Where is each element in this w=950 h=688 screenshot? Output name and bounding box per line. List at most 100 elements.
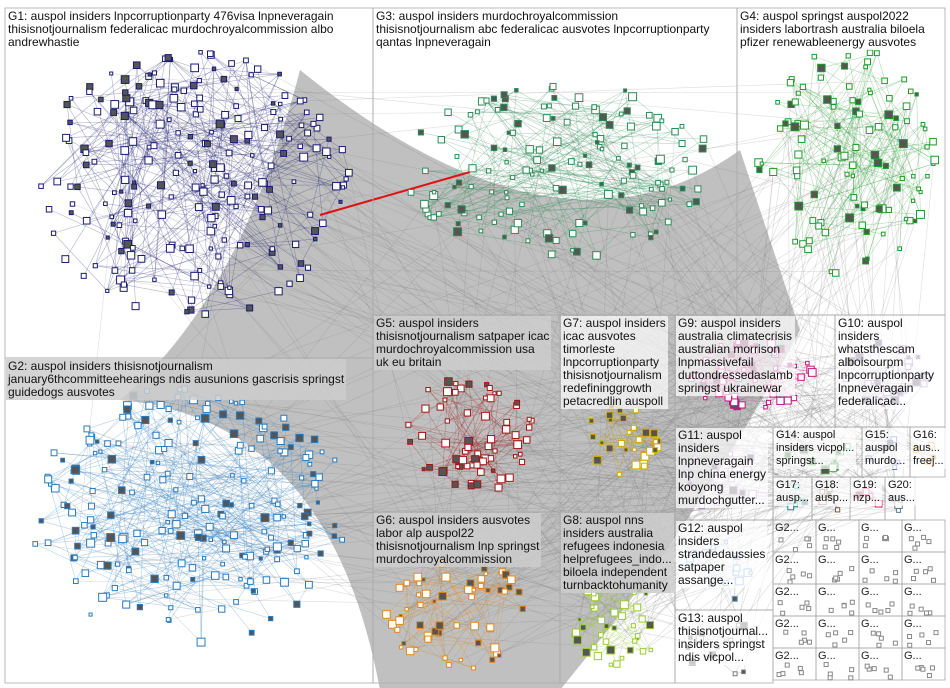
edge [94, 115, 126, 162]
edge [455, 383, 461, 467]
node [903, 216, 909, 222]
node [129, 489, 135, 496]
node [655, 179, 661, 186]
edge [577, 378, 847, 641]
node [865, 256, 870, 262]
edge [73, 557, 199, 611]
edge [798, 154, 858, 207]
edge [162, 530, 512, 581]
edge [575, 589, 640, 633]
node [86, 88, 93, 95]
edge [121, 489, 171, 532]
edge [905, 128, 926, 220]
group-label-line: whatsthescam [838, 342, 915, 356]
node [892, 124, 899, 131]
node [274, 287, 283, 296]
node [513, 440, 523, 450]
node [222, 544, 231, 553]
group-label-line: G8: auspol nns [563, 513, 644, 527]
edge [154, 59, 171, 280]
edge [220, 513, 291, 544]
edge [161, 187, 196, 215]
edge [121, 489, 335, 526]
node [63, 100, 71, 109]
edge [571, 161, 586, 224]
node [455, 464, 461, 470]
node [639, 203, 645, 209]
node [174, 152, 182, 159]
node [664, 218, 672, 226]
edge [118, 443, 211, 540]
edge [477, 111, 557, 241]
edge [203, 125, 302, 192]
edge [802, 220, 916, 245]
node [599, 181, 604, 187]
edge [279, 103, 284, 154]
edge [797, 114, 889, 124]
group-label-line: thisisnotjournalism lnp springst [376, 539, 540, 553]
node [897, 246, 902, 251]
node [552, 137, 562, 147]
node [849, 97, 856, 104]
edge [86, 119, 170, 166]
node [648, 235, 654, 241]
node [782, 120, 789, 127]
edge [47, 542, 199, 611]
node [176, 102, 186, 112]
node [777, 600, 783, 606]
group-label: G12: auspol insiders strandedaussies satpap… [676, 521, 768, 588]
node [807, 368, 817, 377]
group-label-line: ndis vicpol... [678, 650, 745, 664]
edge [397, 601, 435, 631]
edge [447, 384, 470, 422]
node [310, 435, 319, 444]
node [465, 380, 473, 388]
edge [93, 437, 300, 536]
edge [342, 149, 350, 173]
node [215, 119, 225, 129]
edge [102, 597, 198, 611]
node [111, 190, 117, 196]
node [169, 93, 179, 103]
node [131, 547, 140, 556]
node [67, 183, 74, 190]
node [121, 175, 130, 184]
node [126, 251, 136, 260]
node [115, 440, 122, 447]
node [89, 487, 96, 495]
group-label-line: thisisnotjournalism abc federalicac ausv… [376, 22, 710, 36]
node [605, 444, 614, 453]
node [122, 89, 129, 96]
edge [194, 67, 280, 75]
group-label: G1: auspol insiders lnpcorruptionparty 4… [6, 9, 336, 50]
node [165, 244, 175, 253]
edge [556, 141, 651, 235]
edge [423, 579, 469, 590]
group-label: G16: aus... freej... [911, 428, 946, 469]
node [588, 418, 595, 424]
group-label-line: january6thcommitteehearings ndis ausunio… [8, 372, 345, 386]
node [420, 199, 429, 209]
edge [837, 111, 857, 149]
node [123, 405, 132, 414]
edge [200, 558, 205, 643]
node [525, 238, 531, 244]
edge [859, 61, 868, 115]
edge [204, 418, 278, 518]
edge [189, 114, 226, 249]
node [804, 536, 810, 542]
node [444, 418, 450, 424]
node [110, 100, 120, 109]
group-label-line: G11: auspol [678, 428, 742, 442]
node [82, 216, 91, 225]
edge [818, 53, 878, 227]
node [792, 166, 801, 175]
node [165, 405, 172, 413]
node [629, 172, 637, 179]
small-group-label: G... [861, 554, 879, 566]
edge [215, 149, 343, 208]
edge [75, 500, 275, 558]
node [929, 137, 937, 146]
node [845, 213, 855, 223]
node [460, 130, 469, 139]
